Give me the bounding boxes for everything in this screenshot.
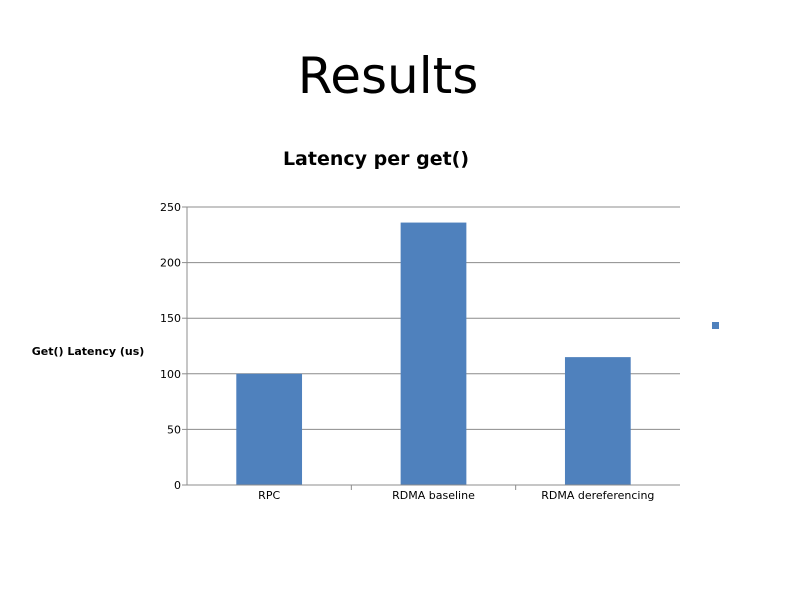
slide-title: Results: [297, 47, 479, 105]
y-tick-label: 0: [174, 479, 181, 492]
x-tick-label: RDMA dereferencing: [541, 489, 654, 502]
bar: [400, 222, 467, 485]
x-tick-label: RPC: [258, 489, 280, 502]
y-tick-label: 250: [160, 201, 181, 214]
y-tick-label: 150: [160, 312, 181, 325]
y-tick-label: 50: [167, 423, 181, 436]
y-tick-labels: 0 50 100 150 200 250: [160, 201, 181, 492]
axes: [182, 206, 680, 490]
legend-marker: [712, 322, 719, 329]
bar: [564, 357, 631, 485]
chart-title: Latency per get(): [283, 148, 469, 170]
y-tick-label: 100: [160, 368, 181, 381]
x-tick-labels: RPC RDMA baseline RDMA dereferencing: [258, 489, 654, 502]
bar: [236, 373, 303, 485]
x-tick-label: RDMA baseline: [392, 489, 475, 502]
y-axis-title: Get() Latency (us): [32, 345, 145, 358]
y-tick-label: 200: [160, 257, 181, 270]
bars: [236, 222, 631, 485]
